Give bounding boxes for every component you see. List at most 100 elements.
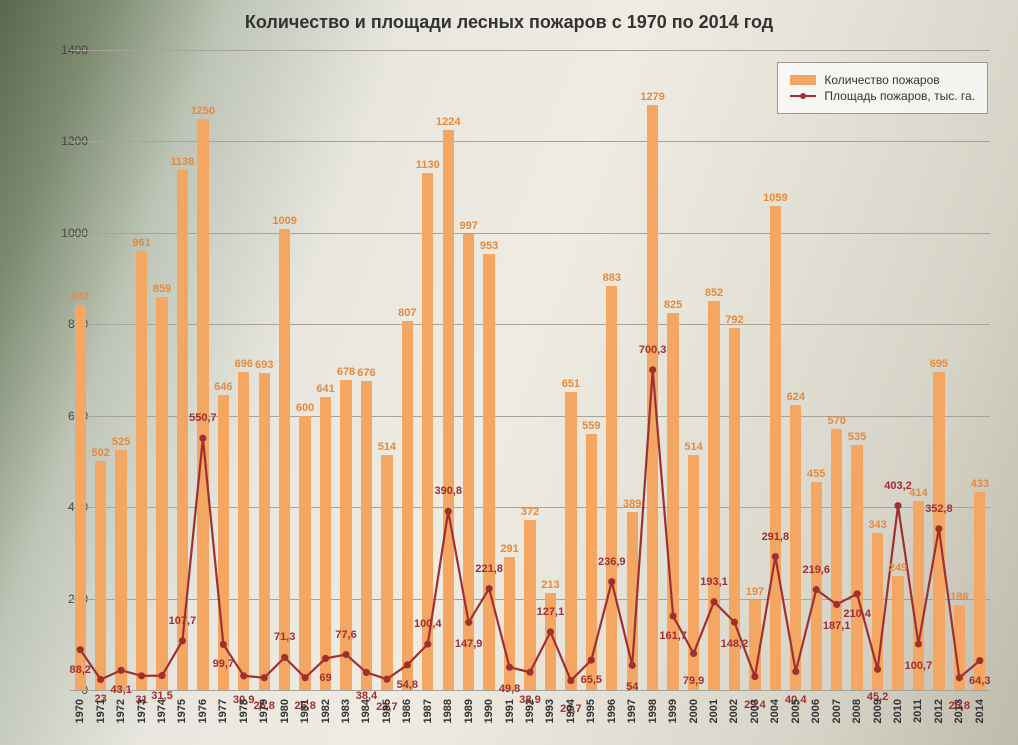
- chart-container: Количество и площади лесных пожаров с 19…: [0, 0, 1018, 745]
- line-marker: [526, 669, 533, 676]
- line-value-label: 54: [626, 681, 638, 693]
- bar-value-label: 389: [623, 498, 641, 510]
- bar-value-label: 1224: [436, 116, 460, 128]
- bar-value-label: 502: [91, 447, 109, 459]
- line-marker: [486, 585, 493, 592]
- gridline: [70, 690, 990, 691]
- bar-value-label: 1138: [171, 156, 195, 168]
- line-marker: [976, 657, 983, 664]
- bar-value-label: 825: [664, 299, 682, 311]
- plot-area: 8425025259618591138125064669669310096006…: [70, 50, 990, 690]
- bar-value-label: 1059: [763, 192, 787, 204]
- bar-value-label: 1130: [416, 159, 440, 171]
- line-marker: [588, 656, 595, 663]
- line-marker: [915, 640, 922, 647]
- bar-value-label: 570: [827, 415, 845, 427]
- line-value-label: 221,8: [475, 563, 503, 575]
- legend-bar-swatch: [790, 75, 816, 85]
- x-tick-label: 1995: [585, 699, 597, 723]
- bar-value-label: 624: [787, 391, 805, 403]
- line-marker: [894, 502, 901, 509]
- line-value-label: 54,8: [397, 679, 418, 691]
- bar-value-label: 433: [971, 478, 989, 490]
- x-tick-label: 1997: [626, 699, 638, 723]
- bar-value-label: 1009: [272, 215, 296, 227]
- bar-value-label: 883: [603, 272, 621, 284]
- legend-line-swatch: [790, 95, 816, 97]
- x-tick-label: 2004: [769, 699, 781, 723]
- bar-value-label: 186: [950, 591, 968, 603]
- x-tick-label: 1988: [442, 699, 454, 723]
- bar-value-label: 807: [398, 307, 416, 319]
- line-marker: [465, 619, 472, 626]
- x-tick-label: 2003: [749, 699, 761, 723]
- line-series: [70, 50, 990, 690]
- line-value-label: 100,4: [414, 618, 442, 630]
- line-marker: [240, 672, 247, 679]
- line-marker: [854, 590, 861, 597]
- bar-value-label: 641: [316, 383, 334, 395]
- x-tick-label: 2000: [688, 699, 700, 723]
- line-marker: [363, 669, 370, 676]
- x-tick-label: 1971: [95, 699, 107, 723]
- bar-value-label: 414: [909, 487, 927, 499]
- x-tick-label: 1996: [606, 699, 618, 723]
- x-tick-label: 2001: [708, 699, 720, 723]
- bar-value-label: 455: [807, 468, 825, 480]
- bar-value-label: 213: [541, 579, 559, 591]
- bar-value-label: 678: [337, 366, 355, 378]
- line-marker: [649, 366, 656, 373]
- line-marker: [77, 646, 84, 653]
- bar-value-label: 961: [132, 237, 150, 249]
- x-tick-label: 1973: [136, 699, 148, 723]
- line-marker: [731, 619, 738, 626]
- bar-value-label: 197: [746, 586, 764, 598]
- line-marker: [261, 674, 268, 681]
- bar-value-label: 792: [725, 314, 743, 326]
- line-marker: [567, 677, 574, 684]
- bar-value-label: 559: [582, 420, 600, 432]
- bar-value-label: 291: [500, 543, 518, 555]
- x-tick-label: 1978: [238, 699, 250, 723]
- x-tick-label: 1975: [176, 699, 188, 723]
- line-marker: [445, 508, 452, 515]
- bar-value-label: 997: [459, 220, 477, 232]
- x-tick-label: 1980: [279, 699, 291, 723]
- line-value-label: 71,3: [274, 631, 295, 643]
- bar-value-label: 535: [848, 431, 866, 443]
- line-marker: [608, 578, 615, 585]
- line-value-label: 390,8: [434, 485, 462, 497]
- line-value-label: 219,6: [802, 564, 830, 576]
- x-tick-label: 2007: [831, 699, 843, 723]
- x-tick-label: 2011: [912, 699, 924, 723]
- line-marker: [179, 637, 186, 644]
- line-marker: [874, 666, 881, 673]
- line-marker: [281, 654, 288, 661]
- line-marker: [118, 667, 125, 674]
- bar-value-label: 651: [562, 378, 580, 390]
- line-marker: [138, 672, 145, 679]
- legend-item-line: Площадь пожаров, тыс. га.: [790, 89, 975, 103]
- x-axis-labels: 1970197119721973197419751976197719781979…: [70, 695, 990, 735]
- x-tick-label: 1972: [115, 699, 127, 723]
- line-marker: [506, 664, 513, 671]
- bar-value-label: 953: [480, 240, 498, 252]
- line-marker: [670, 613, 677, 620]
- x-tick-label: 2006: [810, 699, 822, 723]
- line-value-label: 291,8: [762, 531, 790, 543]
- line-value-label: 79,9: [683, 675, 704, 687]
- bar-value-label: 1250: [191, 105, 215, 117]
- x-tick-label: 1974: [156, 699, 168, 723]
- line-marker: [813, 586, 820, 593]
- x-tick-label: 1986: [401, 699, 413, 723]
- x-tick-label: 1990: [483, 699, 495, 723]
- bar-value-label: 600: [296, 402, 314, 414]
- bar-value-label: 852: [705, 287, 723, 299]
- bar-value-label: 525: [112, 436, 130, 448]
- line-marker: [629, 662, 636, 669]
- line-value-label: 88,2: [70, 664, 91, 676]
- bar-value-label: 842: [71, 291, 89, 303]
- line-marker: [956, 674, 963, 681]
- line-value-label: 550,7: [189, 412, 217, 424]
- x-tick-label: 1998: [647, 699, 659, 723]
